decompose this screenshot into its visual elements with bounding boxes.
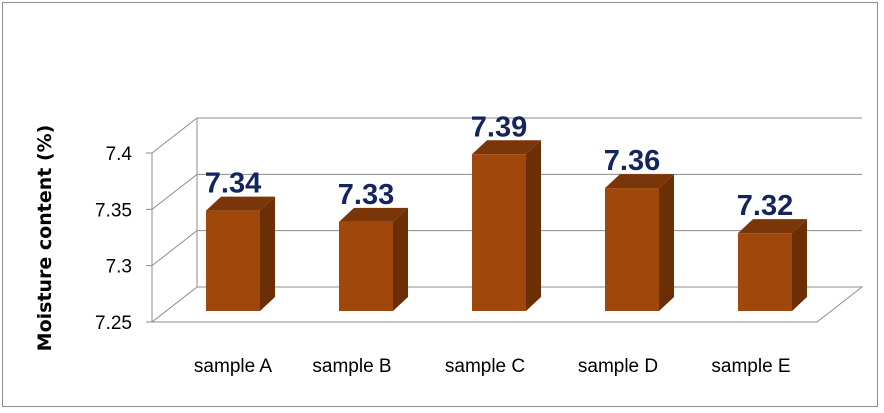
bar-side — [526, 140, 541, 311]
bar-top — [206, 196, 275, 211]
labels: 7.25 7.3 7.35 7.4 7.34 sample A 7.33 sample B 7.… — [95, 111, 793, 377]
y-tick-label: 7.35 — [95, 200, 132, 221]
chart-area — [2, 2, 878, 407]
bar-side — [260, 196, 275, 311]
y-tick-label: 7.25 — [95, 313, 132, 334]
bar-front — [472, 154, 526, 311]
y-tick-label: 7.4 — [106, 144, 133, 165]
data-label: 7.33 — [338, 179, 394, 211]
bar-4 — [605, 174, 674, 311]
data-label: 7.39 — [471, 111, 527, 143]
y-axis-title: Moisture content (%) — [34, 125, 56, 352]
x-tick-label: sample B — [312, 356, 391, 377]
bar-3 — [472, 140, 541, 311]
bar-front — [738, 233, 792, 311]
bar-top — [472, 140, 541, 155]
floor-outline — [150, 286, 864, 323]
x-tick-label: sample E — [711, 356, 790, 377]
x-tick-label: sample D — [578, 356, 658, 377]
bar-1 — [206, 196, 275, 311]
bar-side — [659, 174, 674, 311]
bar-side — [792, 219, 807, 311]
x-tick-label: sample A — [194, 356, 272, 377]
bar-side — [393, 207, 408, 311]
bar-top — [738, 219, 807, 234]
bar-2 — [339, 207, 408, 311]
data-label: 7.32 — [737, 190, 793, 222]
bar-front — [206, 210, 260, 311]
y-tick-label: 7.3 — [106, 257, 132, 278]
bar-front — [605, 188, 659, 311]
bar-top — [605, 174, 674, 189]
data-label: 7.36 — [604, 145, 660, 177]
gridline — [151, 117, 862, 154]
bars — [206, 140, 807, 311]
bar-front — [339, 221, 393, 311]
bar-5 — [738, 219, 807, 311]
data-label: 7.34 — [205, 168, 261, 200]
x-tick-label: sample C — [445, 356, 525, 377]
bar-top — [339, 207, 408, 222]
